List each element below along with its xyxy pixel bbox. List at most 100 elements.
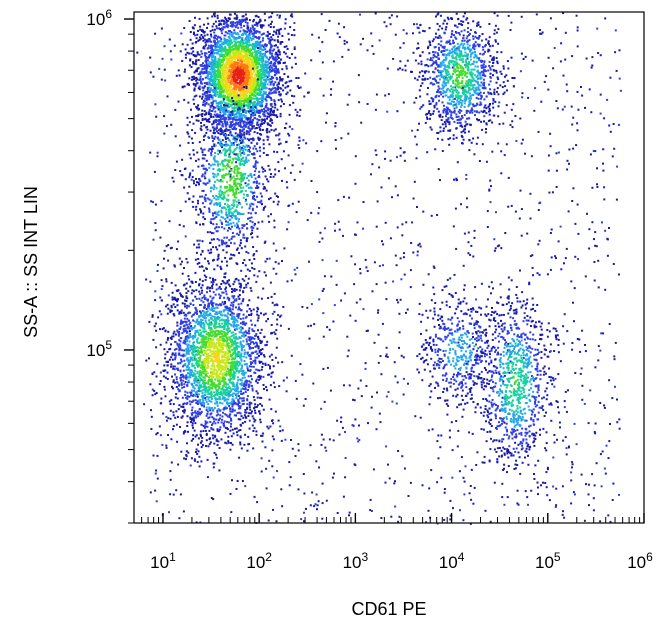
event-dot — [246, 18, 248, 21]
event-dot — [258, 62, 261, 65]
event-dot — [227, 30, 230, 32]
event-dot — [455, 247, 458, 250]
event-dot — [236, 118, 239, 121]
event-dot — [206, 17, 209, 20]
event-dot — [261, 24, 264, 27]
event-dot — [443, 387, 446, 390]
event-dot — [271, 52, 274, 55]
event-dot — [208, 120, 211, 123]
event-dot — [255, 88, 258, 91]
event-dot — [541, 31, 544, 34]
event-dot — [224, 96, 227, 99]
event-dot — [264, 344, 267, 347]
event-dot — [273, 48, 276, 51]
event-dot — [573, 320, 575, 323]
event-dot — [539, 29, 541, 31]
event-dot — [232, 32, 235, 35]
event-dot — [364, 362, 367, 365]
event-dot — [547, 169, 550, 172]
event-dot — [239, 109, 242, 112]
event-dot — [254, 57, 257, 60]
event-dot — [324, 227, 326, 230]
event-dot — [248, 111, 251, 114]
event-dot — [224, 55, 227, 58]
event-dot — [203, 110, 206, 113]
event-dot — [616, 421, 619, 424]
event-dot — [256, 30, 259, 33]
event-dot — [224, 82, 227, 85]
event-dot — [405, 32, 408, 35]
event-dot — [195, 69, 198, 72]
event-dot — [238, 57, 241, 60]
event-dot — [405, 311, 407, 314]
event-dot — [250, 39, 253, 42]
event-dot — [233, 37, 236, 40]
event-dot — [242, 114, 245, 117]
event-dot — [210, 65, 213, 68]
event-dot — [218, 150, 221, 152]
event-dot — [254, 359, 257, 362]
event-dot — [344, 476, 347, 479]
event-dot — [288, 38, 290, 41]
event-dot — [458, 320, 461, 323]
event-dot — [250, 93, 253, 96]
event-dot — [473, 324, 476, 327]
event-dot — [226, 54, 229, 57]
event-dot — [213, 143, 216, 146]
event-dot — [521, 138, 524, 141]
event-dot — [202, 45, 205, 48]
event-dot — [199, 73, 202, 75]
event-dot — [271, 371, 274, 374]
event-dot — [396, 194, 399, 197]
event-dot — [277, 262, 280, 265]
event-dot — [254, 41, 257, 44]
event-dot — [266, 131, 269, 134]
event-dot — [242, 39, 245, 42]
event-dot — [219, 61, 222, 64]
event-dot — [152, 201, 154, 204]
event-dot — [252, 147, 255, 150]
event-dot — [347, 349, 350, 352]
event-dot — [259, 50, 262, 53]
event-dot — [243, 25, 246, 27]
event-dot — [227, 96, 230, 99]
event-dot — [204, 103, 207, 106]
event-dot — [218, 121, 221, 124]
event-dot — [276, 14, 279, 17]
event-dot — [554, 377, 557, 380]
event-dot — [273, 74, 276, 77]
event-dot — [294, 455, 297, 457]
event-dot — [242, 20, 245, 22]
event-dot — [270, 36, 273, 39]
event-dot — [210, 94, 212, 97]
event-dot — [312, 382, 315, 385]
event-dot — [256, 96, 258, 99]
event-dot — [246, 24, 249, 27]
event-dot — [231, 59, 233, 62]
event-dot — [240, 41, 243, 44]
event-dot — [557, 151, 560, 154]
event-dot — [278, 60, 281, 63]
event-dot — [200, 50, 203, 53]
event-dot — [393, 482, 396, 485]
event-dot — [268, 92, 271, 95]
event-dot — [222, 110, 225, 113]
event-dot — [277, 134, 280, 137]
event-dot — [201, 68, 204, 70]
event-dot — [539, 201, 542, 204]
event-dot — [221, 94, 224, 97]
event-dot — [255, 30, 257, 33]
event-dot — [552, 485, 555, 488]
event-dot — [256, 82, 259, 85]
event-dot — [373, 261, 376, 264]
event-dot — [490, 292, 492, 295]
event-dot — [158, 425, 161, 428]
event-dot — [488, 285, 491, 288]
event-dot — [308, 337, 311, 340]
event-dot — [205, 113, 208, 116]
event-dot — [293, 95, 296, 98]
event-dot — [244, 245, 247, 248]
event-dot — [242, 402, 245, 405]
event-dot — [387, 177, 390, 180]
event-dot — [224, 112, 226, 115]
